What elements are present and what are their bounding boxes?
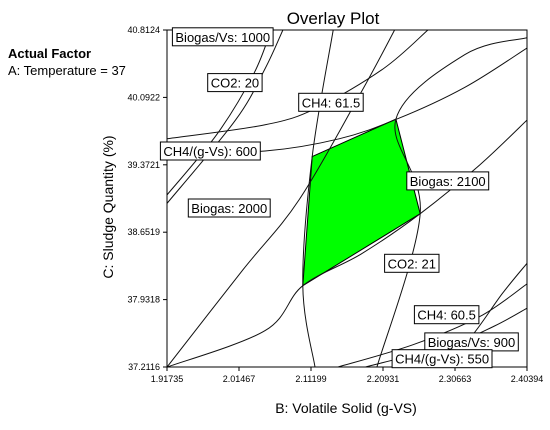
chart-title: Overlay Plot [287,9,380,28]
actual-factor-value: A: Temperature = 37 [8,63,126,78]
contour-line-8 [167,119,527,367]
contour-label: CO2: 21 [384,253,440,273]
y-tick-label: 37.9318 [127,295,160,305]
y-tick-label: 37.2116 [128,362,160,372]
y-tick-label: 38.6519 [127,227,160,237]
x-tick-label: 1.91735 [151,374,184,384]
y-axis-label: C: Sludge Quantity (%) [100,135,116,278]
svg-text:CH4: 60.5: CH4: 60.5 [417,308,476,323]
contour-label: CH4: 60.5 [413,305,480,325]
contour-label: Biogas: 2100 [406,171,490,191]
contour-line-1 [167,30,272,196]
svg-text:CO2: 20: CO2: 20 [211,76,259,91]
x-axis-label: B: Volatile Solid (g-VS) [275,400,417,416]
svg-text:CH4/(g-Vs): 600: CH4/(g-Vs): 600 [163,144,257,159]
svg-text:CH4: 61.5: CH4: 61.5 [302,95,361,110]
contour-line-2 [167,30,284,204]
x-tick-label: 2.30663 [439,374,472,384]
contour-label: CH4: 61.5 [298,92,364,112]
x-tick-label: 2.11199 [295,374,326,384]
y-tick-label: 39.3721 [127,160,160,170]
y-tick-label: 40.8124 [127,25,160,35]
contour-label: Biogas/Vs: 900 [424,332,519,352]
x-tick-label: 2.01467 [223,374,256,384]
svg-text:Biogas/Vs: 900: Biogas/Vs: 900 [428,335,515,350]
contour-label: Biogas: 2000 [187,198,271,218]
x-tick-label: 2.20931 [367,374,400,384]
contour-line-6 [302,30,334,367]
svg-text:Biogas/Vs: 1000: Biogas/Vs: 1000 [175,30,270,45]
contour-line-7 [376,37,527,367]
svg-text:Biogas: 2000: Biogas: 2000 [191,201,267,216]
svg-text:CO2: 21: CO2: 21 [388,256,436,271]
contour-line-5 [167,30,396,367]
actual-factor-heading: Actual Factor [8,46,92,61]
y-tick-label: 40.0922 [127,92,160,102]
contour-label: CO2: 20 [207,73,263,93]
contour-label: CH4/(g-Vs): 550 [391,349,493,369]
x-tick-label: 2.40394 [511,374,544,384]
contour-label: CH4/(g-Vs): 600 [159,141,261,161]
svg-text:Biogas: 2100: Biogas: 2100 [410,174,486,189]
plot-frame [166,29,528,368]
svg-text:CH4/(g-Vs): 550: CH4/(g-Vs): 550 [395,352,489,367]
contour-label: Biogas/Vs: 1000 [171,27,274,47]
